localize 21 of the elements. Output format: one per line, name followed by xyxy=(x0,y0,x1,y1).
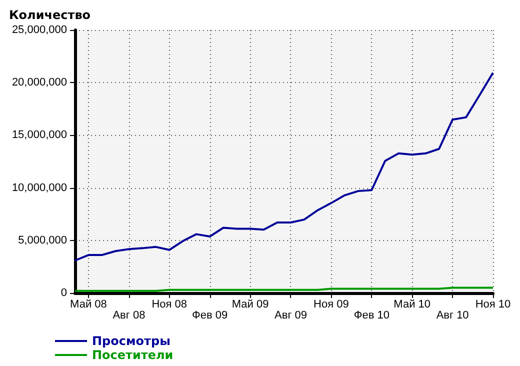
x-tick-label: Май 10 xyxy=(394,298,431,310)
x-tick-label: Ноя 08 xyxy=(152,298,188,310)
y-tick-label: 0 xyxy=(60,287,67,299)
y-axis-title: Количество xyxy=(9,8,91,22)
x-tick-label: Авг 09 xyxy=(274,310,307,322)
x-tick-label: Ноя 10 xyxy=(475,298,511,310)
y-tick-label: 20,000,000 xyxy=(12,76,67,89)
y-tick-label: 5,000,000 xyxy=(18,234,67,246)
x-tick-label: Фев 10 xyxy=(354,310,390,322)
x-tick-label: Май 08 xyxy=(70,298,107,310)
x-tick-label: Май 09 xyxy=(232,298,269,310)
x-tick-label: Фев 09 xyxy=(192,310,228,322)
y-tick-label: 25,000,000 xyxy=(12,24,67,36)
x-tick-label: Авг 08 xyxy=(112,310,146,322)
legend-label: Посетители xyxy=(92,348,174,362)
y-tick-label: 10,000,000 xyxy=(12,182,67,194)
x-tick-label: Ноя 09 xyxy=(314,298,349,310)
line-series xyxy=(74,72,494,262)
y-tick-label: 15,000,000 xyxy=(12,129,67,142)
legend-label: Просмотры xyxy=(92,334,170,348)
x-tick-label: Авг 10 xyxy=(436,310,469,322)
